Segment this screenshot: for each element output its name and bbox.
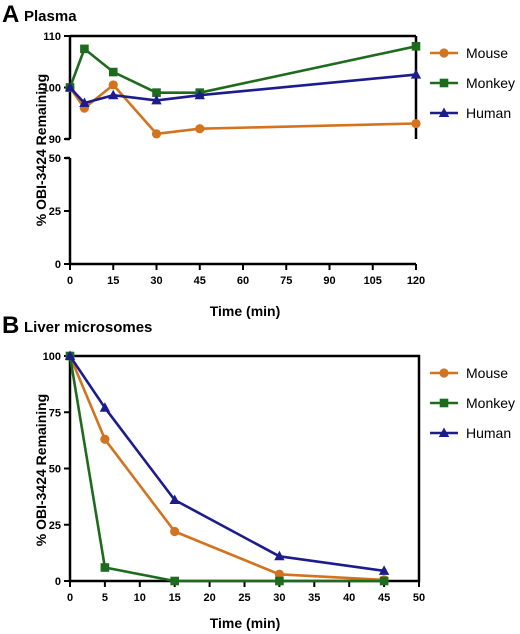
panel-a-y-tick-label: 0 [55, 259, 61, 271]
panel-b-x-tick-label: 25 [238, 592, 250, 604]
panel-b-point-monkey [275, 576, 284, 586]
panel-b-x-tick-label: 0 [67, 592, 73, 604]
panel-a-point-monkey [152, 88, 161, 97]
panel-b-letter: B [2, 312, 19, 339]
panel-b-x-tick-label: 45 [378, 592, 390, 604]
panel-b-x-tick-label: 50 [413, 592, 425, 604]
panel-a-x-tick-label: 45 [194, 275, 206, 287]
panel-b-series-line-human [68, 355, 385, 573]
panel-a-point-monkey [80, 44, 89, 54]
panel-b-point-mouse [170, 526, 180, 537]
panel-b-point-mouse [100, 434, 110, 444]
panel-b-y-tick-label: 50 [49, 464, 61, 476]
panel-b-point-human [274, 550, 285, 561]
panel-a-y-tick-label: 25 [49, 206, 61, 218]
panel-b-y-axis-label: % OBI-3424 Remaining [33, 394, 49, 547]
panel-a-point-human [151, 94, 162, 105]
panel-a-point-mouse [108, 80, 118, 90]
panel-b-point-mouse [274, 569, 284, 579]
panel-b-legend-marker-human [438, 427, 450, 437]
panel-a-x-tick-label: 90 [323, 275, 335, 287]
panel-b-y-tick-label: 100 [43, 351, 61, 363]
panel-b-x-tick-label: 30 [273, 592, 285, 604]
panel-a-letter: A [2, 1, 19, 28]
panel-b-point-human [169, 494, 180, 504]
panel-a-x-tick-label: 60 [237, 275, 249, 287]
panel-b-series-line-monkey [68, 355, 385, 583]
panel-a-point-human [108, 89, 119, 100]
panel-b-point-human [99, 402, 111, 412]
panel-a-x-tick-label: 105 [364, 275, 382, 287]
panel-a-legend-marker-human [438, 107, 450, 117]
panel-a-y-tick-label: 100 [43, 83, 61, 95]
panel-a-legend-label-monkey: Monkey [466, 75, 515, 91]
panel-b-y-tick-label: 0 [55, 576, 61, 588]
panel-b-legend-label-human: Human [466, 425, 511, 441]
panel-a-series-line-human [69, 73, 417, 105]
panel-a-y-tick-label: 50 [49, 153, 61, 165]
panel-b-y-tick-label: 25 [49, 520, 61, 532]
panel-b-legend-marker-mouse [439, 368, 449, 378]
panel-b-point-human [64, 350, 76, 360]
panel-b-plot: 0 25 50 75 100 0 5 10 15 20 25 30 35 40 45 50 Mouse Monke… [43, 350, 515, 604]
panel-a-x-axis-label: Time (min) [210, 303, 281, 319]
panel-b-legend-label-monkey: Monkey [466, 395, 515, 411]
panel-a-point-mouse [411, 118, 421, 129]
panel-b-point-monkey [170, 576, 179, 586]
panel-a-legend-marker-mouse [439, 48, 449, 58]
panel-b-point-monkey [100, 563, 110, 572]
panel-a-y-tick-label: 90 [49, 134, 61, 146]
panel-b-x-tick-label: 15 [169, 592, 181, 604]
panel-b-legend-label-mouse: Mouse [466, 365, 508, 381]
panel-b-legend-marker-monkey [439, 398, 449, 408]
panel-a-point-human [194, 89, 205, 100]
panel-b-title: Liver microsomes [24, 319, 152, 336]
panel-a-point-mouse [195, 124, 205, 134]
panel-a-point-monkey [411, 42, 421, 51]
panel-b-x-axis-label: Time (min) [210, 615, 281, 631]
panel-b-series-line-mouse [68, 355, 385, 582]
panel-a-x-tick-label: 15 [107, 275, 119, 287]
panel-a-point-human [64, 82, 76, 92]
panel-a-title: Plasma [24, 8, 77, 25]
panel-a-point-human [79, 97, 90, 107]
panel-b-point-human [378, 565, 390, 575]
panel-a-series-line-monkey [68, 45, 417, 94]
panel-b-x-tick-label: 5 [102, 592, 108, 604]
panel-a-x-tick-label: 120 [407, 275, 425, 287]
panel-a-legend-label-human: Human [466, 105, 511, 121]
panel-a-x-tick-label: 0 [67, 275, 73, 287]
panel-b-x-tick-label: 10 [134, 592, 146, 604]
panel-a-legend-label-mouse: Mouse [466, 45, 508, 61]
panel-a-x-tick-label: 75 [280, 275, 292, 287]
panel-b-point-monkey [379, 576, 389, 586]
panel-a-y-axis-label: % OBI-3424 Remaining [33, 74, 49, 227]
panel-a-point-mouse [151, 129, 162, 139]
panel-b-frame [68, 354, 421, 583]
panel-a-y-tick-label: 110 [43, 31, 61, 43]
panel-a-legend-marker-monkey [439, 78, 449, 88]
panel-a-point-monkey [108, 67, 118, 77]
panel-b-x-tick-label: 20 [203, 592, 215, 604]
panel-a-point-human [410, 69, 422, 79]
panel-a-plot: 90 100 110 0 25 50 0 15 30 45 60 75 90 105 120 Mouse Mon… [43, 31, 515, 287]
panel-b-x-tick-label: 40 [343, 592, 355, 604]
panel-b-y-tick-label: 75 [49, 407, 61, 419]
panel-b-x-tick-label: 35 [308, 592, 320, 604]
panel-a-x-tick-label: 30 [150, 275, 162, 287]
